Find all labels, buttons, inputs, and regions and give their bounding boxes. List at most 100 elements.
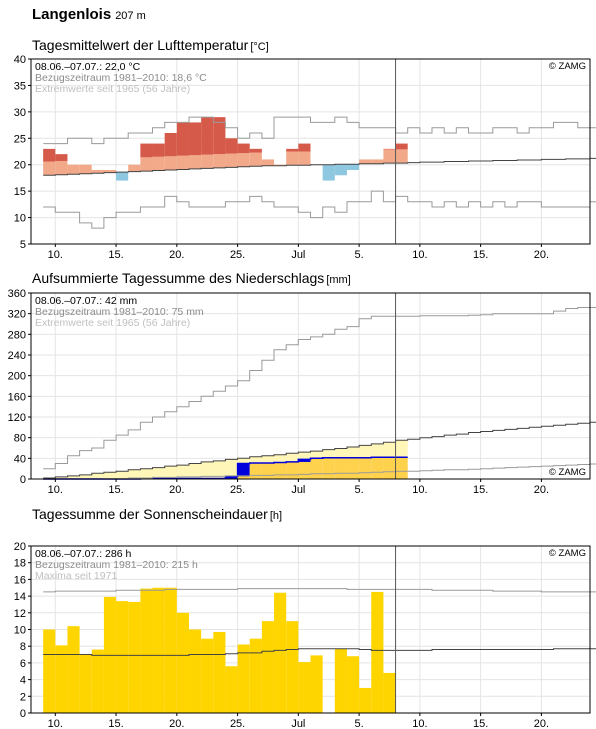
- strong-warm-anomaly-bar: [225, 138, 238, 154]
- sunshine-bar: [359, 687, 372, 713]
- sunshine-bar: [371, 591, 384, 713]
- sunshine-bar: [128, 601, 141, 713]
- x-tick-label: 15.: [473, 718, 488, 729]
- max-temperature-line: [43, 116, 596, 145]
- cold-anomaly-bar: [346, 164, 360, 170]
- precipitation-chart-title: Aufsummierte Tagessumme des Niederschlag…: [32, 270, 351, 286]
- max-sunshine-line: [43, 588, 596, 593]
- x-tick-label: 10.: [48, 249, 63, 261]
- sunshine-bar: [116, 601, 129, 713]
- y-tick-label: 280: [8, 329, 26, 341]
- y-tick-label: 15: [14, 186, 26, 198]
- strong-warm-anomaly-bar: [213, 117, 226, 155]
- precipitation-title-text: Aufsummierte Tagessumme des Niederschlag…: [32, 270, 325, 286]
- sunshine-bar: [298, 662, 311, 713]
- reference-precipitation-area: [322, 449, 335, 458]
- y-tick-label: 2: [20, 691, 26, 703]
- strong-warm-anomaly-bar: [43, 148, 56, 162]
- warm-anomaly-bar: [298, 151, 311, 166]
- sunshine-bar: [176, 612, 189, 713]
- observed-precipitation-area: [346, 457, 360, 479]
- reference-precipitation-area: [79, 474, 92, 479]
- station-altitude: 207 m: [115, 10, 146, 22]
- warm-anomaly-bar: [43, 161, 56, 176]
- warm-anomaly-bar: [79, 164, 92, 174]
- strong-warm-anomaly-bar: [286, 148, 299, 152]
- observed-precipitation-area: [395, 457, 408, 479]
- x-tick-label: Jul: [291, 484, 305, 496]
- y-tick-label: 200: [8, 371, 26, 383]
- reference-precipitation-area: [152, 467, 165, 479]
- warm-anomaly-bar: [176, 155, 189, 170]
- warm-anomaly-bar: [371, 159, 384, 164]
- x-tick-label: 10.: [48, 718, 63, 729]
- reference-precipitation-area: [103, 472, 117, 479]
- reference-precipitation-area: [395, 440, 408, 458]
- x-tick-label: 20.: [534, 718, 549, 729]
- y-tick-label: 25: [14, 133, 26, 145]
- sunshine-bar: [164, 587, 177, 713]
- sunshine-bar: [334, 648, 347, 713]
- reference-sunshine-line: [43, 648, 596, 656]
- min-precipitation-line: [43, 463, 596, 480]
- y-tick-label: 6: [20, 658, 26, 670]
- daily-precipitation-bar: [237, 463, 250, 477]
- sunshine-bar: [286, 621, 299, 713]
- chart-panel-2: 0 2 4 6 8 10 12 14 16 18 20 10. 15. 20. 25. Jul 5. 10. 15.…: [14, 541, 596, 729]
- sunshine-bar: [79, 654, 92, 713]
- reference-precipitation-area: [286, 453, 299, 462]
- x-tick-label: 15.: [108, 484, 123, 496]
- x-tick-label: 20.: [534, 484, 549, 496]
- reference-precipitation-area: [261, 455, 275, 463]
- x-tick-label: 20.: [169, 484, 184, 496]
- reference-precipitation-line: [43, 421, 596, 479]
- reference-precipitation-area: [371, 443, 384, 458]
- x-tick-label: 5.: [355, 249, 364, 261]
- y-tick-label: 18: [14, 558, 26, 570]
- sunshine-bar: [67, 626, 80, 713]
- chart-panel-1: 0 40 80 120 160 200 240 280 320 360 10. 15. 20. 25. Ju…: [8, 288, 596, 496]
- warm-anomaly-bar: [225, 153, 238, 168]
- zamg-credit: © ZAMG: [549, 548, 586, 559]
- sunshine-bar: [188, 629, 202, 713]
- temperature-unit: [°C]: [250, 41, 269, 53]
- sunshine-bar: [140, 588, 153, 713]
- y-tick-label: 0: [20, 474, 26, 486]
- sunshine-bar: [201, 638, 214, 713]
- observed-precipitation-area: [274, 462, 287, 479]
- chart-panel-0: 5 10 15 20 25 30 35 40 10. 15. 20. 25. Jul 5. 10. 15. 20…: [14, 54, 596, 261]
- observed-precipitation-area: [371, 457, 384, 479]
- y-tick-label: 20: [14, 541, 26, 553]
- observed-precipitation-area: [261, 462, 275, 479]
- reference-precipitation-area: [55, 476, 68, 479]
- sunshine-title-text: Tagessumme der Sonnenscheindauer: [32, 506, 268, 522]
- info-text: 08.06.–07.07.: 22,0 °C: [35, 61, 141, 73]
- warm-anomaly-bar: [261, 159, 275, 166]
- info-text: Extremwerte seit 1965 (56 Jahre): [35, 317, 190, 329]
- y-tick-label: 240: [8, 350, 26, 362]
- strong-warm-anomaly-bar: [140, 143, 153, 158]
- x-tick-label: 15.: [473, 484, 488, 496]
- reference-precipitation-area: [176, 465, 189, 479]
- strong-warm-anomaly-bar: [249, 148, 262, 153]
- info-text: Extremwerte seit 1965 (56 Jahre): [35, 83, 190, 95]
- y-tick-label: 12: [14, 608, 26, 620]
- warm-anomaly-bar: [128, 164, 141, 172]
- plot-frame: [30, 58, 591, 245]
- warm-anomaly-bar: [164, 156, 177, 170]
- strong-warm-anomaly-bar: [201, 117, 214, 155]
- cold-anomaly-bar: [334, 164, 347, 176]
- observed-precipitation-area: [249, 462, 262, 479]
- reference-precipitation-area: [310, 451, 323, 459]
- observed-precipitation-area: [310, 458, 323, 479]
- observed-precipitation-area: [334, 457, 347, 479]
- strong-warm-anomaly-bar: [176, 122, 189, 156]
- zamg-credit: © ZAMG: [549, 61, 586, 72]
- y-tick-label: 160: [8, 391, 26, 403]
- warm-anomaly-bar: [91, 170, 104, 174]
- y-tick-label: 40: [14, 54, 26, 66]
- warm-anomaly-bar: [274, 164, 287, 166]
- warm-anomaly-bar: [67, 164, 80, 175]
- reference-precipitation-area: [164, 466, 177, 479]
